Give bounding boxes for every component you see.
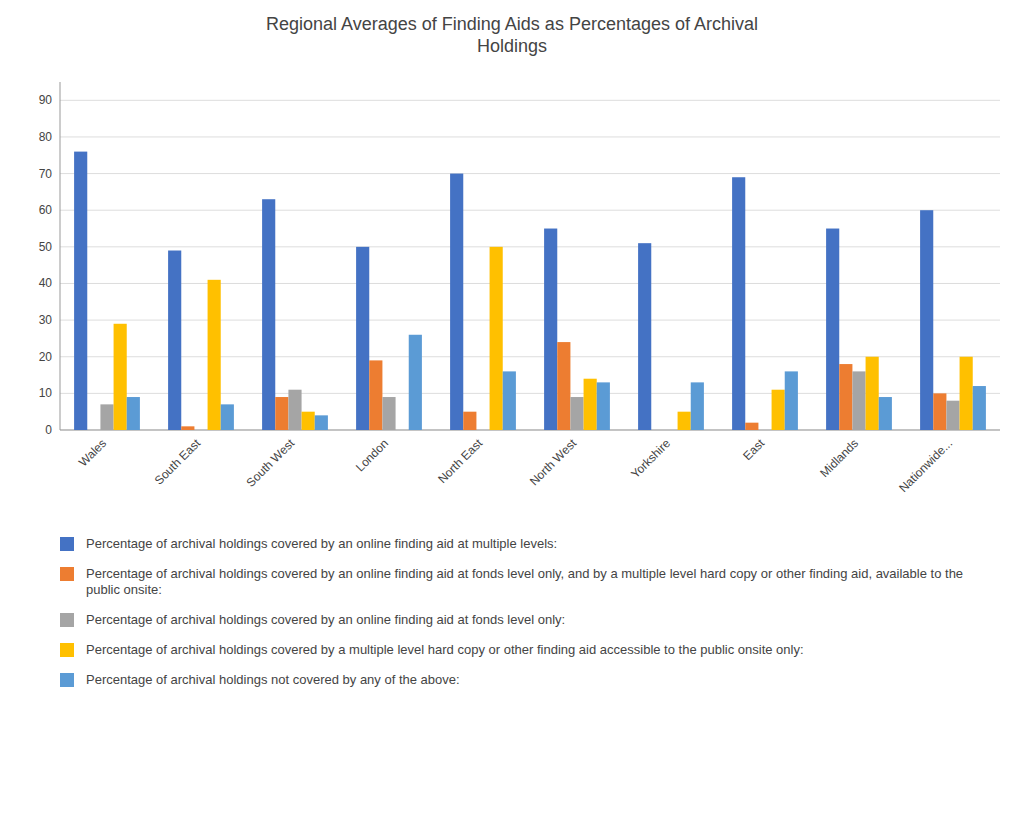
x-tick-label: Midlands (817, 436, 861, 480)
legend-entry: Percentage of archival holdings covered … (86, 642, 804, 657)
bar (382, 397, 395, 430)
y-tick-label: 50 (39, 240, 53, 254)
legend-entry: Percentage of archival holdings covered … (86, 566, 963, 597)
legend-entry: Percentage of archival holdings covered … (86, 612, 565, 627)
bar (409, 335, 422, 430)
bar (275, 397, 288, 430)
bar (664, 430, 677, 431)
y-tick-label: 80 (39, 130, 53, 144)
legend-entry: Percentage of archival holdings covered … (86, 536, 557, 551)
bar (691, 382, 704, 430)
bar (194, 430, 207, 431)
bar (74, 152, 87, 430)
y-tick-label: 10 (39, 386, 53, 400)
grid-line (60, 356, 1000, 357)
bar (396, 430, 409, 431)
bar (570, 397, 583, 430)
bar (732, 177, 745, 430)
bar (920, 210, 933, 430)
bar (946, 401, 959, 430)
x-tick-label: South East (152, 436, 204, 488)
bar (866, 357, 879, 430)
bar (638, 243, 651, 430)
grid-line (60, 210, 1000, 211)
grid-line (60, 246, 1000, 247)
chart-container: Regional Averages of Finding Aids as Per… (0, 0, 1024, 814)
bar (584, 379, 597, 430)
legend-swatch (60, 643, 74, 657)
bar (356, 247, 369, 430)
bar (369, 360, 382, 430)
bars (74, 152, 986, 430)
x-tick-label: London (353, 436, 391, 474)
y-tick-label: 0 (45, 423, 52, 437)
grid-line (60, 136, 1000, 137)
bar (127, 397, 140, 430)
bar (450, 174, 463, 430)
bar (302, 412, 315, 430)
bar (315, 415, 328, 430)
bar (490, 247, 503, 430)
chart-title: Regional Averages of Finding Aids as Per… (266, 14, 758, 56)
bar (826, 229, 839, 430)
x-tick-label: East (740, 436, 767, 463)
bar (544, 229, 557, 430)
bar (839, 364, 852, 430)
grid-line (60, 173, 1000, 174)
y-tick-label: 20 (39, 350, 53, 364)
x-tick-label: Nationwide... (896, 436, 955, 495)
x-tick-label: Yorkshire (628, 436, 673, 481)
y-tick-label: 90 (39, 93, 53, 107)
bar (168, 251, 181, 430)
chart-svg: Regional Averages of Finding Aids as Per… (0, 0, 1024, 814)
x-tick-label: South West (244, 436, 298, 490)
bar (785, 371, 798, 430)
y-tick-label: 30 (39, 313, 53, 327)
grid-line (60, 320, 1000, 321)
grid-line (60, 100, 1000, 101)
bar (933, 393, 946, 430)
bar (208, 280, 221, 430)
x-tick-label: Wales (76, 436, 109, 469)
bar (181, 426, 194, 430)
bar (772, 390, 785, 430)
x-tick-label: North West (527, 436, 580, 489)
bar (852, 371, 865, 430)
legend-swatch (60, 613, 74, 627)
bar (288, 390, 301, 430)
bar (463, 412, 476, 430)
y-tick-label: 70 (39, 167, 53, 181)
bar (758, 430, 771, 431)
bar (100, 404, 113, 430)
legend-swatch (60, 673, 74, 687)
bar (114, 324, 127, 430)
bar (960, 357, 973, 430)
grid-line (60, 283, 1000, 284)
bar (973, 386, 986, 430)
x-tick-label: North East (435, 436, 485, 486)
bar (503, 371, 516, 430)
bar (87, 430, 100, 431)
y-tick-label: 60 (39, 203, 53, 217)
bar (597, 382, 610, 430)
bar (678, 412, 691, 430)
legend-swatch (60, 567, 74, 581)
bar (745, 423, 758, 430)
legend-entry: Percentage of archival holdings not cove… (86, 672, 460, 687)
bar (262, 199, 275, 430)
bar (879, 397, 892, 430)
legend-swatch (60, 537, 74, 551)
bar (221, 404, 234, 430)
y-axis-line (60, 82, 61, 430)
bar (476, 430, 489, 431)
bar (651, 430, 664, 431)
bar (557, 342, 570, 430)
y-tick-label: 40 (39, 276, 53, 290)
